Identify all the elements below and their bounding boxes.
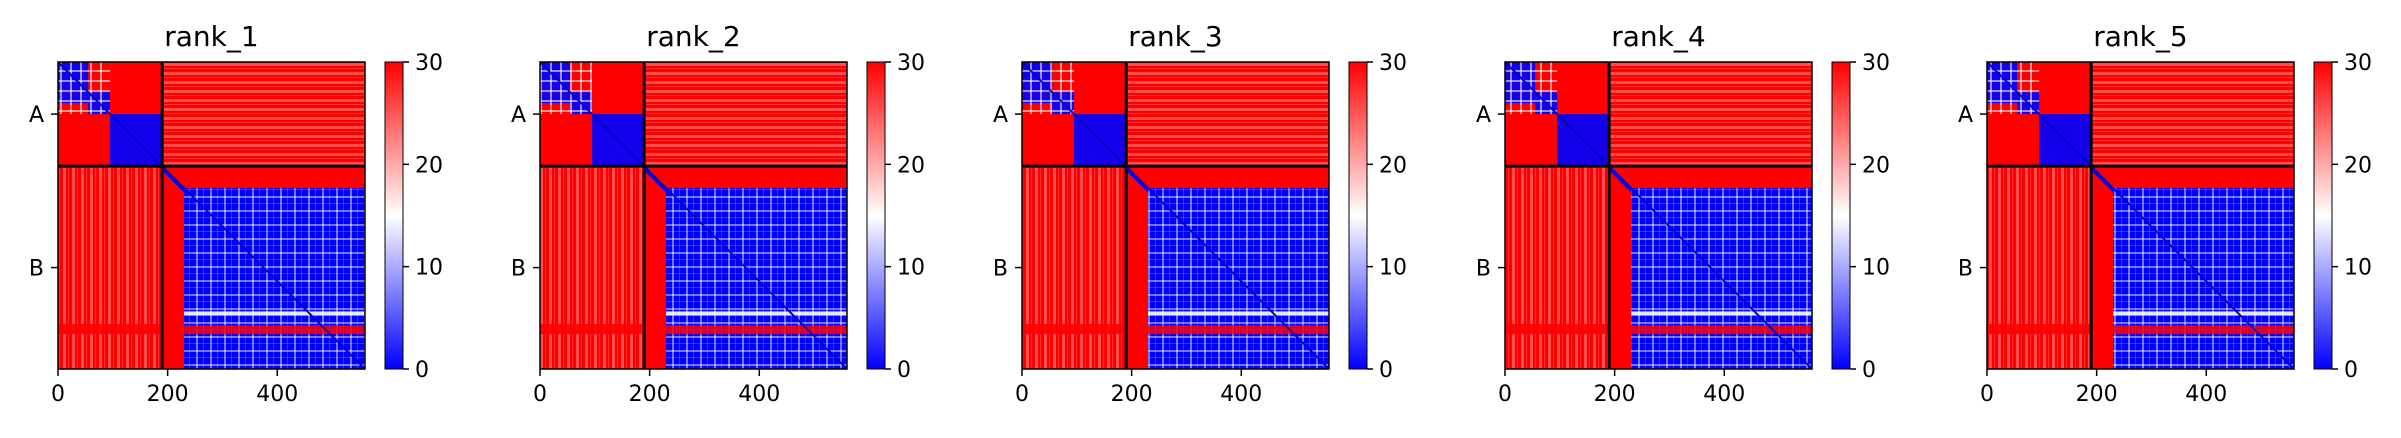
panel-title: rank_4 xyxy=(1611,20,1705,53)
panel-title: rank_3 xyxy=(1128,20,1222,53)
y-tick-label: B xyxy=(1958,257,1973,282)
x-tick-label: 400 xyxy=(1703,382,1745,407)
colorbar-tick-label: 10 xyxy=(1862,256,1890,281)
x-tick-label: 0 xyxy=(533,382,547,407)
heatmap-diagonal xyxy=(1021,61,1330,370)
colorbar-tick-label: 30 xyxy=(1862,51,1890,76)
axes-frame xyxy=(57,61,366,370)
y-tick-label: A xyxy=(1476,103,1491,128)
colorbar-tick-label: 20 xyxy=(2344,153,2372,178)
y-tick-label: A xyxy=(1958,103,1973,128)
x-tick-label: 200 xyxy=(2076,382,2118,407)
heatmap-diagonal xyxy=(539,61,848,370)
heatmap-block-ab-texture xyxy=(1609,62,1812,167)
colorbar xyxy=(1348,61,1368,370)
y-tick-label: A xyxy=(993,103,1008,128)
colorbar-tick-label: 30 xyxy=(2344,51,2372,76)
pae-panel-5: rank_5 0 200 400 A B 0 10 20 30 xyxy=(1958,20,2372,407)
x-tick-label: 0 xyxy=(1980,382,1994,407)
axes-frame xyxy=(539,61,848,370)
colorbar-tick-label: 20 xyxy=(415,153,443,178)
x-tick-label: 200 xyxy=(1594,382,1636,407)
heatmap-block-ba-texture xyxy=(540,166,645,369)
colorbar xyxy=(384,61,404,370)
colorbar-tick-label: 10 xyxy=(2344,256,2372,281)
heatmap-band xyxy=(2113,325,2294,335)
x-tick-label: 200 xyxy=(1111,382,1153,407)
panel-title: rank_1 xyxy=(164,20,258,53)
heatmap-band xyxy=(2113,311,2294,316)
heatmap-block-ab-texture xyxy=(162,62,365,167)
colorbar-tick-label: 20 xyxy=(1379,153,1407,178)
colorbar-tick-label: 10 xyxy=(1379,256,1407,281)
colorbar-tick-label: 0 xyxy=(1379,358,1393,383)
y-tick-label: B xyxy=(993,257,1008,282)
heatmap-band xyxy=(1022,324,1127,334)
colorbar-tick-label: 0 xyxy=(897,358,911,383)
panel-title: rank_2 xyxy=(646,20,740,53)
heatmap-block-ab-texture xyxy=(1126,62,1329,167)
axes-frame xyxy=(1021,61,1330,370)
colorbar xyxy=(2313,61,2333,370)
x-tick-label: 0 xyxy=(1498,382,1512,407)
y-tick-label: B xyxy=(511,257,526,282)
x-tick-label: 0 xyxy=(51,382,65,407)
heatmap-band xyxy=(184,325,365,335)
heatmap-block-ab-texture xyxy=(644,62,847,167)
pae-panel-1: rank_1 0 200 400 A B 0 10 20 30 xyxy=(29,20,443,407)
heatmap-band xyxy=(1505,324,1610,334)
colorbar-tick-label: 10 xyxy=(897,256,925,281)
axes-frame xyxy=(1986,61,2295,370)
x-tick-label: 200 xyxy=(147,382,189,407)
heatmap-diagonal xyxy=(1986,61,2295,370)
colorbar-tick-label: 0 xyxy=(2344,358,2358,383)
heatmap-diagonal xyxy=(57,61,366,370)
heatmap-block-ba-texture xyxy=(1505,166,1610,369)
colorbar-tick-label: 30 xyxy=(1379,51,1407,76)
heatmap-band xyxy=(1148,325,1329,335)
colorbar-tick-label: 30 xyxy=(897,51,925,76)
heatmap-block-ba-texture xyxy=(1022,166,1127,369)
colorbar-tick-label: 0 xyxy=(1862,358,1876,383)
pae-panel-3: rank_3 0 200 400 A B 0 10 20 30 xyxy=(993,20,1407,407)
x-tick-label: 0 xyxy=(1015,382,1029,407)
x-tick-label: 400 xyxy=(2185,382,2227,407)
x-tick-label: 200 xyxy=(629,382,671,407)
heatmap-band xyxy=(666,325,847,335)
heatmap-band xyxy=(540,324,645,334)
pae-panel-4: rank_4 0 200 400 A B 0 10 20 30 xyxy=(1476,20,1890,407)
colorbar xyxy=(866,61,886,370)
panel-title: rank_5 xyxy=(2093,20,2187,53)
colorbar-tick-label: 10 xyxy=(415,256,443,281)
axes-frame xyxy=(1504,61,1813,370)
y-tick-label: B xyxy=(1476,257,1491,282)
y-tick-label: A xyxy=(511,103,526,128)
heatmap-band xyxy=(666,311,847,316)
x-tick-label: 400 xyxy=(1220,382,1262,407)
colorbar-tick-label: 20 xyxy=(1862,153,1890,178)
heatmap-band xyxy=(1148,311,1329,316)
heatmap-diagonal xyxy=(1504,61,1813,370)
heatmap-block-ba-texture xyxy=(1987,166,2092,369)
heatmap-block-ab-texture xyxy=(2091,62,2294,167)
colorbar-tick-label: 0 xyxy=(415,358,429,383)
heatmap-band xyxy=(1987,324,2092,334)
y-tick-label: A xyxy=(29,103,44,128)
pae-panel-2: rank_2 0 200 400 A B 0 10 20 30 xyxy=(511,20,925,407)
heatmap-band xyxy=(1631,325,1812,335)
colorbar-tick-label: 20 xyxy=(897,153,925,178)
colorbar xyxy=(1831,61,1851,370)
colorbar-tick-label: 30 xyxy=(415,51,443,76)
heatmap-band xyxy=(58,324,163,334)
heatmap-block-ba-texture xyxy=(58,166,163,369)
heatmap-band xyxy=(1631,311,1812,316)
heatmap-band xyxy=(184,311,365,316)
x-tick-label: 400 xyxy=(738,382,780,407)
x-tick-label: 400 xyxy=(256,382,298,407)
y-tick-label: B xyxy=(29,257,44,282)
